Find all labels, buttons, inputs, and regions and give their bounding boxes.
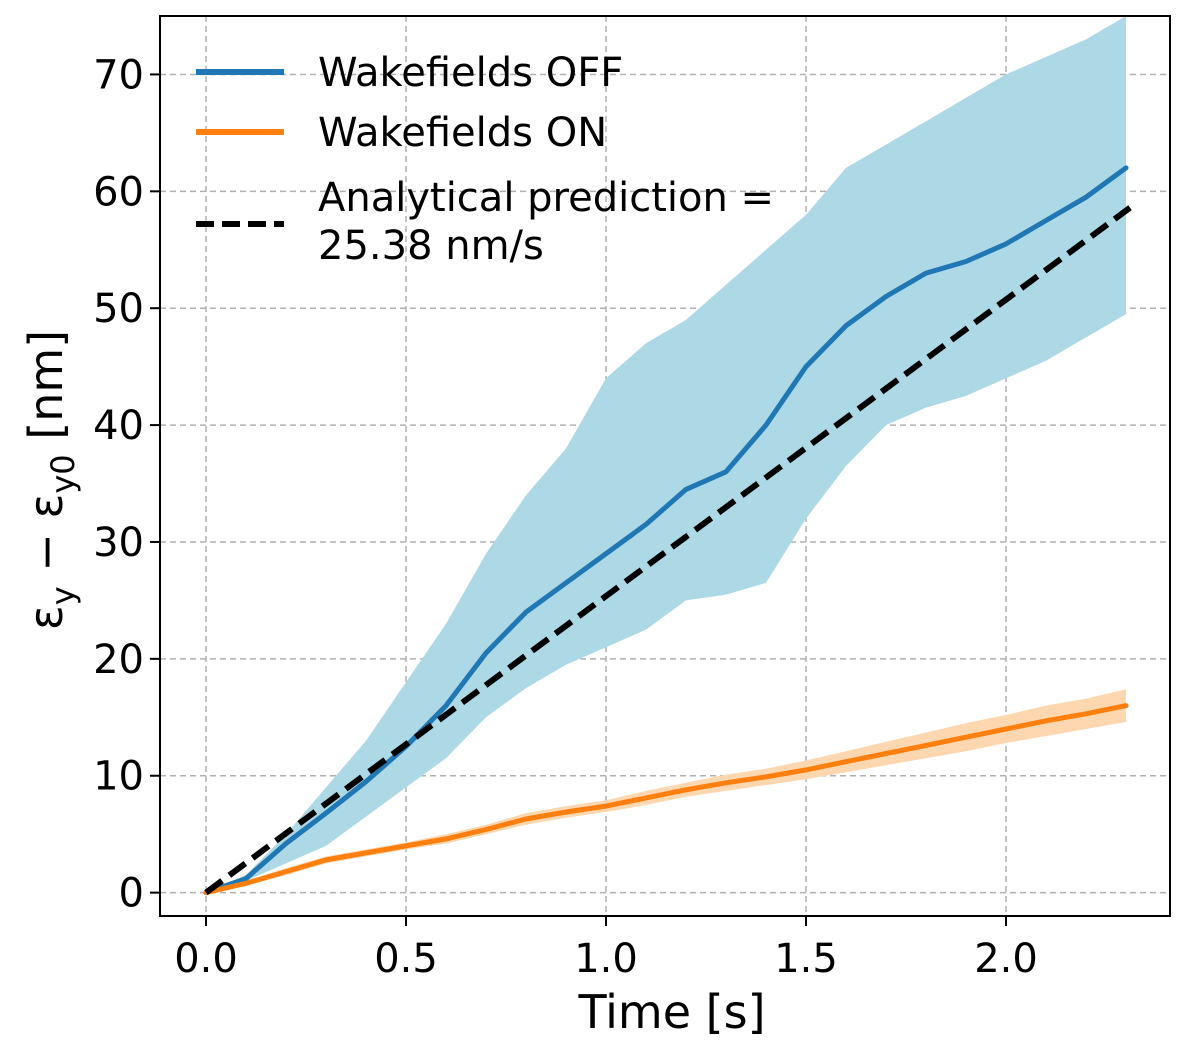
band-wakefields-off [206,16,1126,893]
line-analytical-prediction-25-38-nm-s [204,205,1132,896]
legend-label-analytical-line1: Analytical prediction = [318,175,774,221]
y-tick-label: 20 [93,637,144,683]
legend: Wakefields OFF Wakefields ON Analytical … [196,50,774,269]
x-tick-label: 1.0 [574,936,638,982]
y-tick-label: 30 [93,520,144,566]
axes-frame [159,15,1171,917]
x-tick-label: 0.5 [374,936,438,982]
y-tick-label: 70 [93,52,144,98]
line-wakefields-off [203,165,1129,896]
series-lines [203,165,1132,896]
y-axis-ticks: 0 10 20 30 40 50 60 70 [93,52,160,917]
x-axis-ticks: 0.0 0.5 1.0 1.5 2.0 [174,916,1038,982]
y-tick-label: 40 [93,403,144,449]
plot-area: 0.0 0.5 1.0 1.5 2.0 0 10 20 30 40 50 60 70 [93,15,1171,982]
x-axis-label: Time [s] [577,985,765,1039]
y-tick-label: 10 [93,754,144,800]
y-tick-label: 60 [93,169,144,215]
y-tick-label: 0 [119,871,144,917]
x-tick-label: 0.0 [174,936,238,982]
legend-label-analytical-line2: 25.38 nm/s [318,223,544,269]
legend-label-wakefields-on: Wakefields ON [318,110,607,156]
x-tick-label: 1.5 [774,936,838,982]
y-axis-label: εy − εy0 [nm] [19,330,82,630]
legend-label-wakefields-off: Wakefields OFF [318,50,623,96]
line-wakefields-on [203,703,1129,896]
y-tick-label: 50 [93,286,144,332]
x-tick-label: 2.0 [974,936,1038,982]
